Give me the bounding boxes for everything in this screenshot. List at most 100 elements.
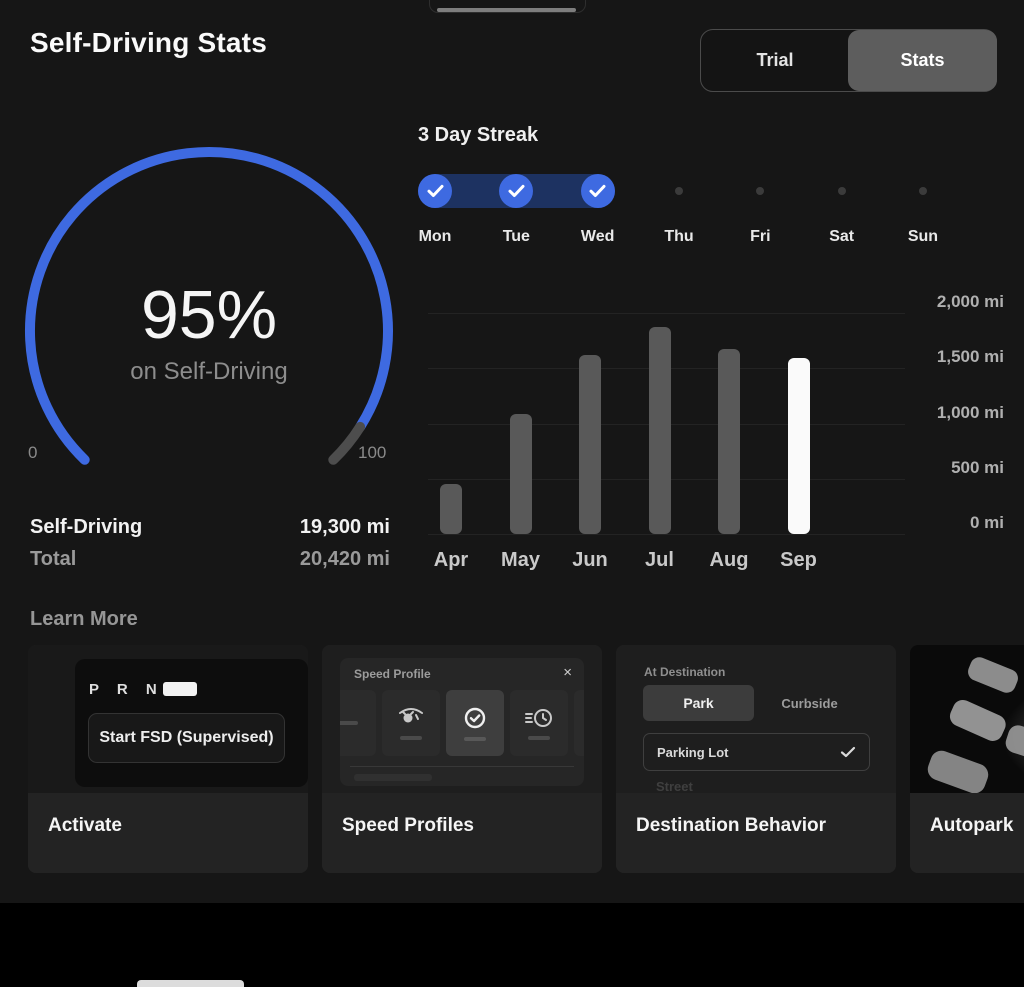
mileage-row-total: Total 20,420 mi [30,548,390,580]
self-driving-gauge [24,147,393,465]
gauge-arc-filled [24,147,393,465]
sheet-outline [429,0,586,13]
fsd-panel: P R N D Start FSD (Supervised) [75,659,308,787]
speed-profile-panel: Speed Profile × [340,658,584,786]
mileage-label: Total [30,548,77,570]
dock [0,903,1024,987]
gear-stalk-pill [163,682,197,696]
gauge-caption: on Self-Driving [130,358,288,385]
day-checked-circle [418,174,452,208]
mileage-value: 19,300 mi [299,516,390,538]
check-icon [589,184,606,197]
learn-more-cards: P R N D Start FSD (Supervised) Activate … [28,645,1024,873]
day-unchecked-dot [674,187,683,195]
card-label: Activate [28,793,308,873]
street-option-clipped: Street [656,779,693,794]
day-unchecked-dot [837,187,846,195]
page-title: Self-Driving Stats [30,27,267,58]
y-axis-tick-label: 500 mi [951,457,1004,477]
x-axis-label-sep: Sep [780,549,817,571]
check-icon [508,184,525,197]
x-axis-label-jun: Jun [572,549,608,571]
streak-title: 3 Day Streak [418,124,539,146]
speed-profile-options [340,690,584,756]
bar-apr [440,484,462,534]
card-activate[interactable]: P R N D Start FSD (Supervised) Activate [28,645,308,873]
speed-profiles-thumbnail: Speed Profile × [322,645,602,793]
profile-tile-standard-selected [446,690,504,756]
chart-gridline [428,313,905,314]
panel-divider [350,766,574,767]
autopark-thumbnail [910,645,1024,794]
y-axis-tick-label: 1,000 mi [936,402,1004,422]
card-autopark[interactable]: Autopark [910,645,1024,873]
gauge-max-label: 100 [358,443,387,462]
y-axis-tick-label: 2,000 mi [936,292,1004,311]
card-label: Destination Behavior [616,793,896,873]
card-destination-behavior[interactable]: At Destination Park Curbside Parking Lot… [616,645,896,873]
day-label: Fri [750,228,771,245]
day-label: Sat [829,228,855,245]
max-speed-hint-bar [354,774,432,781]
card-speed-profiles[interactable]: Speed Profile × [322,645,602,873]
view-toggle: Trial Stats [700,29,997,92]
x-axis-label-aug: Aug [709,549,749,571]
x-axis-label-may: May [501,549,540,571]
card-label: Autopark [910,793,1024,873]
gear-selector-letters: P R N D [89,681,193,698]
mileage-label: Self-Driving [30,516,143,538]
bar-aug [718,349,740,534]
bar-sep [787,358,810,534]
profile-tile-partial [340,690,376,756]
profile-tile-chill [382,690,440,756]
day-label: Tue [502,228,530,245]
drag-handle[interactable] [437,8,576,12]
check-icon [427,184,443,197]
card-label: Speed Profiles [322,793,602,873]
parking-lot-cars-image [910,645,1024,794]
start-fsd-button: Start FSD (Supervised) [88,713,285,763]
activate-thumbnail: P R N D Start FSD (Supervised) [28,645,308,793]
day-label: Sun [907,228,939,245]
streak-week-row: Mon Tue Wed Thu Fri Sat Sun [418,174,948,245]
y-axis-tick-label: 1,500 mi [936,347,1004,367]
chart-gridline [428,534,905,535]
day-unchecked-dot [918,187,927,195]
speed-profile-panel-title: Speed Profile [354,667,431,681]
curbside-segment: Curbside [781,695,838,711]
chill-sloth-icon [399,707,423,722]
bar-jul [648,327,671,534]
destination-behavior-thumbnail: At Destination Park Curbside Parking Lot… [616,645,896,794]
bar-may [509,413,532,534]
profile-tile-partial [574,690,584,756]
day-label: Mon [418,228,452,245]
parking-lot-dropdown: Parking Lot [643,733,870,771]
day-label: Wed [580,228,615,245]
standard-check-icon [464,707,486,728]
bottom-popup-edge [137,980,244,987]
gauge-arc-remainder [328,421,366,465]
gauge-min-label: 0 [28,443,38,462]
x-axis-label-apr: Apr [433,549,469,571]
tab-stats[interactable]: Stats [848,30,997,91]
close-icon: × [563,664,572,681]
at-destination-label: At Destination [644,665,726,679]
mileage-value: 20,420 mi [299,548,390,570]
day-unchecked-dot [756,187,765,195]
day-label: Thu [664,228,694,245]
tab-trial[interactable]: Trial [756,50,794,70]
mileage-summary: Self-Driving 19,300 mi Total 20,420 mi [30,516,390,580]
dropdown-value: Parking Lot [657,744,729,760]
bar-jun [579,354,601,534]
learn-more-title: Learn More [30,608,138,630]
day-checked-circle [499,174,534,208]
profile-tile-hurry [510,690,568,756]
x-axis-label-jul: Jul [645,549,674,571]
mileage-row-self-driving: Self-Driving 19,300 mi [30,516,390,548]
gauge-percent: 95% [140,277,278,353]
check-icon [840,746,856,758]
hurry-clock-icon [525,708,552,727]
y-axis-tick-label: 0 mi [969,513,1004,532]
park-segment-selected: Park [643,685,754,721]
